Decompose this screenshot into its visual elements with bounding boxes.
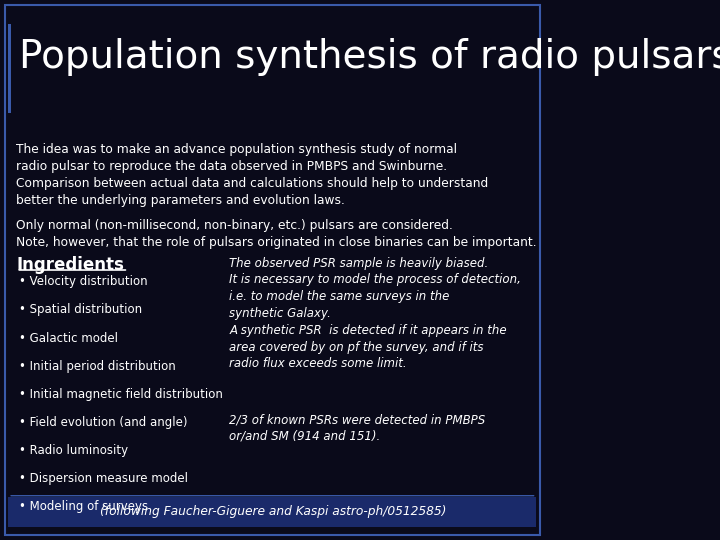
Bar [8, 24, 12, 113]
Text: 2/3 of known PSRs were detected in PMBPS
or/and SM (914 and 151).: 2/3 of known PSRs were detected in PMBPS… [229, 413, 485, 443]
Text: • Initial period distribution: • Initial period distribution [19, 360, 176, 373]
Text: Only normal (non-millisecond, non-binary, etc.) pulsars are considered.
Note, ho: Only normal (non-millisecond, non-binary… [17, 219, 537, 249]
Text: Population synthesis of radio pulsars: Population synthesis of radio pulsars [19, 38, 720, 76]
Text: • Modeling of surveys: • Modeling of surveys [19, 500, 148, 513]
Text: The idea was to make an advance population synthesis study of normal
radio pulsa: The idea was to make an advance populati… [17, 143, 489, 207]
Bar [8, 497, 536, 526]
Text: The observed PSR sample is heavily biased.
It is necessary to model the process : The observed PSR sample is heavily biase… [229, 256, 521, 370]
Text: • Velocity distribution: • Velocity distribution [19, 275, 148, 288]
Text: • Dispersion measure model: • Dispersion measure model [19, 472, 188, 485]
Text: • Radio luminosity: • Radio luminosity [19, 444, 128, 457]
Text: • Galactic model: • Galactic model [19, 332, 118, 345]
Text: • Spatial distribution: • Spatial distribution [19, 303, 143, 316]
Text: • Initial magnetic field distribution: • Initial magnetic field distribution [19, 388, 223, 401]
Text: (following Faucher-Giguere and Kaspi astro-ph/0512585): (following Faucher-Giguere and Kaspi ast… [100, 505, 446, 518]
Text: Ingredients: Ingredients [17, 256, 125, 274]
Text: • Field evolution (and angle): • Field evolution (and angle) [19, 416, 188, 429]
